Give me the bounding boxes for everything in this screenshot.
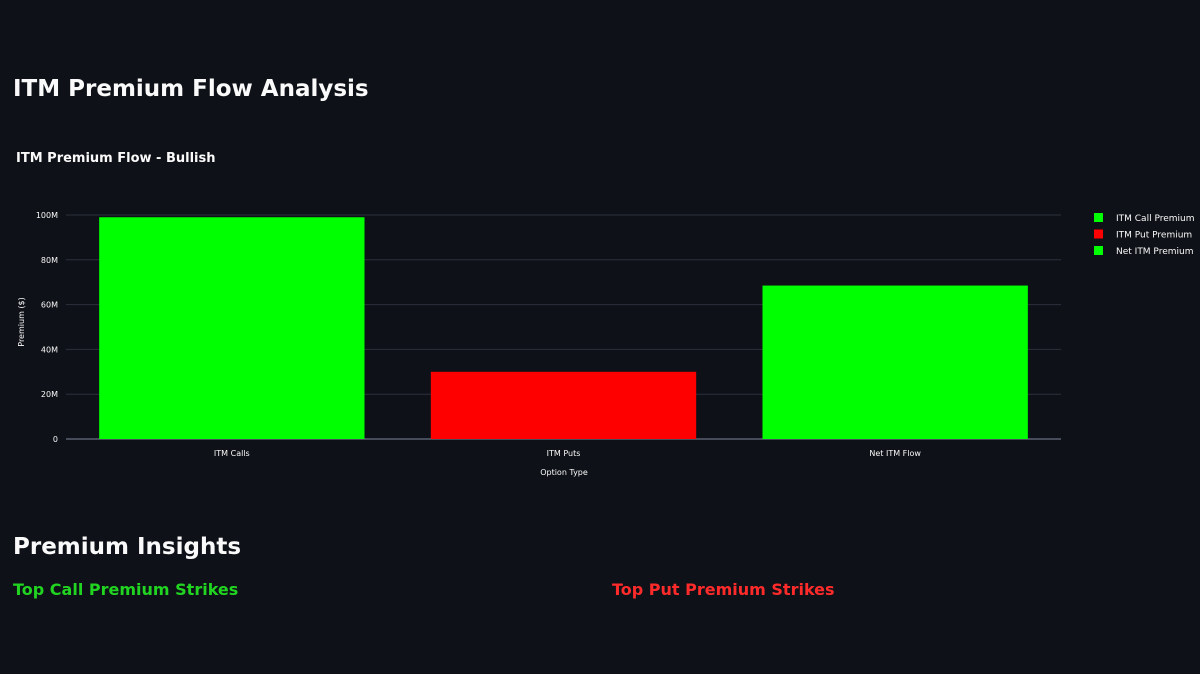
y-tick-label: 100M xyxy=(36,211,58,220)
legend-swatch[interactable] xyxy=(1094,213,1103,222)
y-tick-label: 20M xyxy=(41,390,58,399)
x-tick-label: ITM Calls xyxy=(214,449,250,458)
bar-itm-puts[interactable] xyxy=(430,371,697,439)
legend-item-label[interactable]: ITM Put Premium xyxy=(1116,231,1192,241)
chart-bars xyxy=(99,217,1028,439)
chart-title: ITM Premium Flow - Bullish xyxy=(16,151,216,166)
legend-item-label[interactable]: ITM Call Premium xyxy=(1116,214,1195,224)
y-tick-label: 0 xyxy=(53,435,58,444)
y-tick-label: 80M xyxy=(41,256,58,265)
bar-itm-calls[interactable] xyxy=(99,217,365,439)
page-title: ITM Premium Flow Analysis xyxy=(13,76,369,102)
x-axis-ticks: ITM Calls ITM Puts Net ITM Flow xyxy=(214,449,921,458)
insights-title: Premium Insights xyxy=(13,534,242,560)
x-tick-label: Net ITM Flow xyxy=(869,449,921,458)
chart-legend[interactable]: ITM Call Premium ITM Put Premium Net ITM P… xyxy=(1094,213,1195,257)
premium-flow-chart: ITM Premium Flow - Bullish 0 20M 40M 60M 80M… xyxy=(16,151,1195,477)
y-tick-label: 60M xyxy=(41,301,58,310)
legend-swatch[interactable] xyxy=(1094,246,1103,255)
x-tick-label: ITM Puts xyxy=(547,449,581,458)
bar-net-itm-flow[interactable] xyxy=(762,285,1028,439)
top-put-strikes-title: Top Put Premium Strikes xyxy=(612,580,835,599)
legend-item-label[interactable]: Net ITM Premium xyxy=(1116,247,1193,257)
y-tick-label: 40M xyxy=(41,345,58,354)
top-call-strikes-title: Top Call Premium Strikes xyxy=(13,580,239,599)
legend-swatch[interactable] xyxy=(1094,229,1103,239)
y-axis-ticks: 0 20M 40M 60M 80M 100M xyxy=(36,211,58,444)
x-axis-label: Option Type xyxy=(540,468,588,477)
y-axis-label: Premium ($) xyxy=(17,297,26,346)
